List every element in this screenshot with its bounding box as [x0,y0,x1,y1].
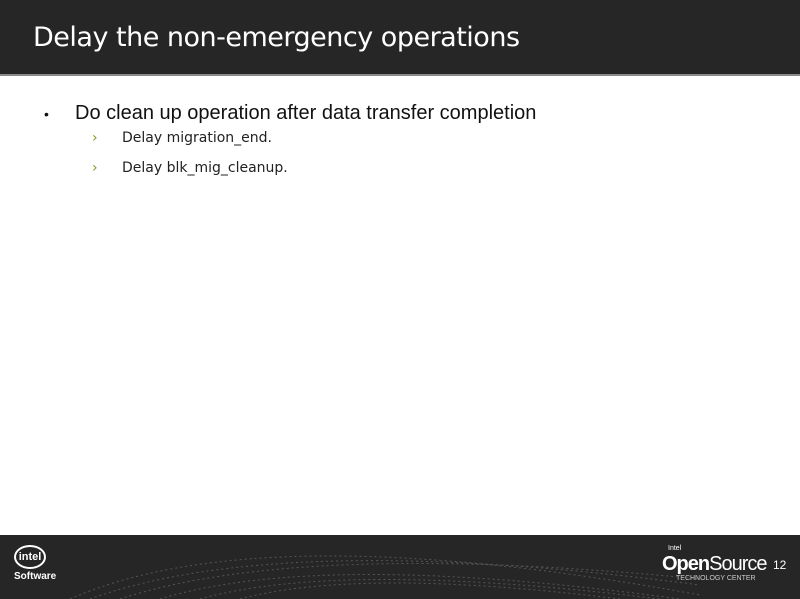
opensource-source: Source [709,553,767,575]
opensource-logo: Intel OpenSource TECHNOLOGY CENTER [662,545,768,583]
opensource-subtitle: TECHNOLOGY CENTER [676,575,756,582]
slide-title: Delay the non-emergency operations [33,22,520,53]
bullet-icon: • [44,106,49,122]
sub-bullet-text: Delay migration_end. [122,130,272,146]
title-bar: Delay the non-emergency operations [0,0,800,76]
page-number: 12 [773,558,787,572]
opensource-intel-label: Intel [668,545,682,552]
sub-bullet-text: Delay blk_mig_cleanup. [122,160,288,176]
opensource-open: Open [662,553,710,575]
binary-wave-decoration [69,555,700,599]
intel-logo: intel [14,545,46,569]
chevron-right-icon: › [92,130,98,146]
intel-software-logo: intel Software [14,545,56,582]
footer-bar: intel Software Intel OpenSource TECHNOLO… [0,535,800,599]
chevron-right-icon: › [92,160,98,176]
intel-software-label: Software [14,571,57,582]
bullet-text: Do clean up operation after data transfe… [75,102,537,124]
